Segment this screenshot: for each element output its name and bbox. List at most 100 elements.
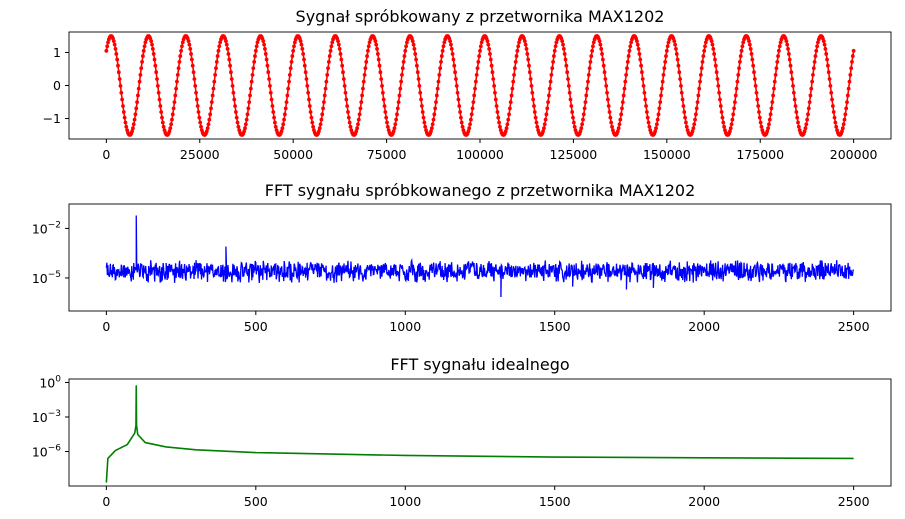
signal-point [120, 97, 125, 102]
signal-point [720, 115, 725, 120]
signal-point [379, 77, 384, 81]
signal-point [118, 83, 123, 88]
signal-point [418, 90, 423, 95]
signal-point [292, 40, 297, 45]
signal-point [311, 124, 316, 129]
signal-point [821, 39, 826, 44]
signal-point [551, 60, 555, 64]
signal-point [309, 115, 314, 120]
signal-point [695, 100, 700, 104]
signal-point [214, 66, 218, 71]
signal-point [561, 42, 565, 47]
signal-point [436, 79, 441, 84]
signal-point [356, 117, 361, 122]
signal-point [620, 106, 624, 111]
signal-point [624, 72, 629, 77]
signal-point [400, 66, 405, 71]
signal-point [659, 93, 663, 98]
signal-point [527, 63, 531, 68]
subplot-sampled-signal: Sygnał spróbkowany z przetwornika MAX120… [43, 7, 892, 162]
signal-point [339, 57, 344, 62]
y-tick-label: 10−5 [32, 270, 61, 286]
signal-point [768, 112, 773, 117]
signal-point [477, 54, 482, 58]
signal-point [848, 72, 853, 77]
signal-point [180, 44, 184, 49]
signal-point [153, 63, 158, 68]
signal-point [308, 110, 313, 114]
signal-point [396, 100, 401, 104]
signal-point [717, 90, 722, 95]
signal-point [600, 57, 605, 62]
signal-point [543, 117, 548, 122]
signal-point [149, 39, 154, 44]
signal-point [834, 124, 839, 129]
signal-point [715, 77, 720, 81]
signal-point [156, 90, 161, 95]
x-tick-label: 2500 [838, 494, 870, 509]
signal-point [605, 97, 610, 102]
signal-point [733, 100, 737, 104]
signal-point [207, 117, 212, 122]
signal-point [209, 100, 214, 104]
signal-point [412, 47, 417, 51]
signal-point [236, 124, 241, 129]
signal-point [777, 44, 782, 49]
signal-point [496, 115, 501, 120]
signal-point [130, 129, 135, 134]
signal-point [170, 117, 174, 122]
signal-point [392, 126, 397, 131]
signal-point [401, 60, 406, 64]
signal-point [840, 129, 844, 134]
signal-point [805, 117, 810, 122]
signal-point [456, 97, 461, 102]
signal-point [711, 47, 716, 51]
signal-point [662, 66, 667, 71]
signal-point [830, 97, 834, 102]
signal-point [586, 72, 591, 77]
signal-point [152, 57, 157, 62]
signal-point [136, 86, 141, 91]
signal-point [225, 47, 230, 51]
signal-point [581, 112, 586, 117]
signal-point [531, 97, 536, 102]
signal-series [104, 34, 856, 137]
signal-point [497, 120, 501, 125]
signal-point [554, 40, 559, 45]
signal-point [442, 40, 447, 45]
signal-point [438, 66, 443, 71]
x-tick-label: 2000 [688, 319, 720, 334]
signal-point [644, 110, 649, 114]
signal-point [198, 120, 203, 125]
signal-point [261, 39, 266, 44]
signal-point [580, 122, 585, 127]
signal-point [419, 97, 423, 102]
signal-point [326, 66, 330, 71]
signal-point [578, 129, 583, 134]
signal-point [421, 115, 426, 120]
signal-point [692, 122, 697, 127]
signal-point [562, 52, 567, 56]
signal-point [404, 44, 408, 49]
signal-point [581, 117, 585, 122]
signal-point [713, 63, 718, 68]
signal-point [479, 40, 484, 45]
signal-point [609, 120, 614, 125]
signal-point [361, 79, 366, 84]
signal-point [530, 90, 535, 95]
signal-point [168, 126, 173, 131]
signal-point [197, 115, 202, 120]
signal-point [641, 83, 646, 88]
signal-point [232, 97, 237, 102]
signal-point [784, 39, 789, 44]
signal-point [757, 110, 761, 114]
signal-point [597, 39, 602, 44]
signal-point [317, 129, 321, 134]
signal-point [842, 117, 847, 122]
signal-point [104, 48, 109, 53]
signal-point [828, 83, 833, 88]
signal-point [582, 106, 587, 111]
signal-point [549, 72, 554, 77]
signal-point [718, 97, 722, 102]
signal-point [342, 83, 347, 88]
